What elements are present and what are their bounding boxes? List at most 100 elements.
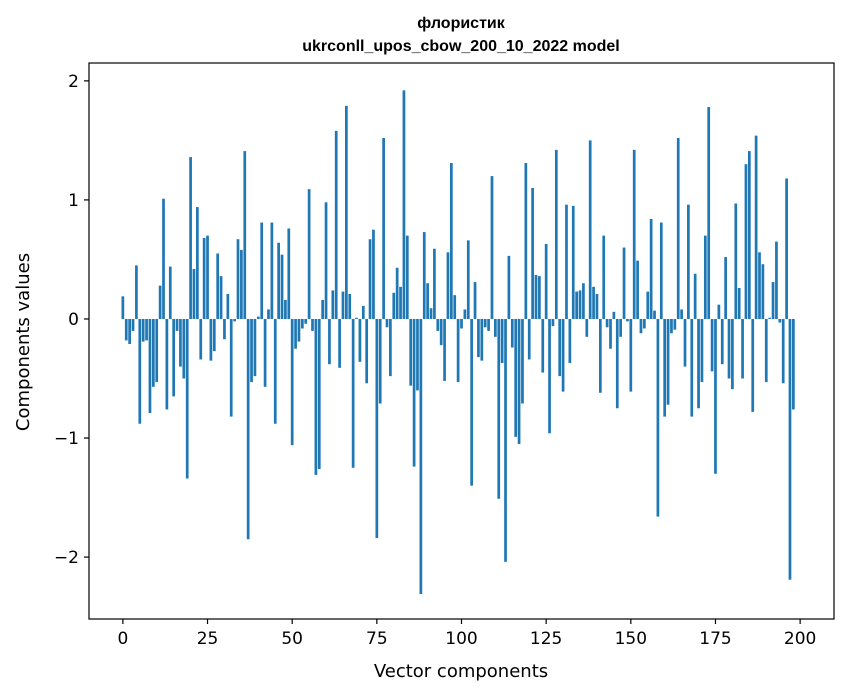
- bar: [710, 318, 714, 372]
- bar: [426, 283, 429, 319]
- bar: [439, 318, 443, 346]
- x-tick-label: 175: [699, 629, 731, 649]
- y-tick-label: 1: [68, 191, 79, 211]
- bar: [358, 318, 362, 362]
- bar: [534, 274, 538, 319]
- bar: [223, 318, 226, 340]
- bar: [355, 317, 358, 319]
- x-tick-label: 125: [530, 629, 562, 649]
- bar: [497, 318, 501, 499]
- bar: [328, 318, 331, 365]
- bar: [578, 290, 582, 319]
- bar: [544, 243, 548, 319]
- bar: [646, 291, 650, 319]
- bar: [273, 318, 277, 424]
- bar: [304, 318, 308, 324]
- bar: [280, 254, 284, 319]
- bar: [172, 318, 176, 397]
- bar: [598, 318, 602, 393]
- bar: [311, 318, 314, 331]
- bar: [419, 318, 423, 594]
- bar: [700, 318, 704, 383]
- bar: [714, 318, 717, 474]
- bar: [233, 318, 236, 322]
- bar: [460, 318, 463, 329]
- bar: [524, 163, 528, 319]
- bar: [246, 318, 250, 540]
- bar: [490, 176, 494, 319]
- bar: [788, 318, 792, 580]
- bar: [321, 299, 325, 319]
- bar: [412, 318, 416, 467]
- bar: [754, 135, 758, 319]
- bar: [703, 235, 707, 319]
- bar: [300, 318, 304, 329]
- bar: [158, 285, 162, 319]
- bar: [429, 308, 433, 319]
- bar: [602, 235, 606, 319]
- bar: [179, 318, 182, 367]
- bar: [219, 276, 223, 319]
- bar: [148, 318, 152, 414]
- bar: [433, 248, 436, 319]
- bar: [145, 318, 148, 341]
- bar: [487, 318, 490, 331]
- bar: [378, 318, 382, 404]
- bar: [693, 273, 697, 319]
- bar: [615, 318, 619, 409]
- x-tick-label: 200: [784, 629, 816, 649]
- bar: [561, 318, 565, 392]
- bar: [250, 318, 253, 383]
- bar: [409, 318, 413, 386]
- bar: [656, 318, 660, 517]
- bar: [267, 309, 270, 319]
- bar: [466, 240, 470, 319]
- bar: [720, 318, 724, 365]
- bar: [680, 309, 683, 319]
- y-tick-label: 0: [68, 310, 79, 330]
- bar: [531, 188, 534, 319]
- bar: [202, 238, 206, 319]
- bar: [402, 90, 406, 319]
- bar: [345, 105, 348, 319]
- bar: [785, 178, 788, 319]
- bar: [351, 318, 355, 468]
- bar: [399, 286, 402, 319]
- bar: [565, 204, 568, 319]
- bar: [199, 318, 203, 360]
- bar: [422, 232, 426, 319]
- bar: [768, 317, 772, 319]
- bar: [334, 130, 338, 319]
- bar: [649, 218, 653, 319]
- bar: [395, 267, 399, 319]
- bar: [294, 318, 297, 349]
- chart-subtitle: ukrconll_upos_cbow_200_10_2022 model: [302, 38, 619, 55]
- bar: [372, 229, 375, 319]
- bar: [392, 292, 396, 319]
- bar: [361, 305, 365, 319]
- bar: [639, 318, 643, 334]
- bar: [389, 318, 392, 377]
- bar: [541, 318, 545, 373]
- bar: [168, 266, 172, 319]
- bar: [727, 318, 731, 379]
- bar: [385, 318, 389, 328]
- bar: [792, 318, 795, 410]
- bar: [629, 318, 633, 392]
- y-tick-label: 2: [68, 72, 79, 92]
- bar: [771, 282, 775, 319]
- bar: [717, 304, 721, 319]
- bar: [135, 265, 138, 319]
- bar: [229, 318, 233, 417]
- bar: [196, 207, 199, 319]
- bar: [643, 318, 646, 329]
- bar: [494, 318, 497, 337]
- x-tick-label: 75: [366, 629, 388, 649]
- bar: [338, 318, 341, 368]
- bar: [622, 247, 626, 319]
- bar: [253, 318, 257, 377]
- bar: [192, 268, 196, 319]
- bar: [595, 293, 599, 319]
- x-tick-label: 50: [281, 629, 303, 649]
- bar: [456, 318, 460, 383]
